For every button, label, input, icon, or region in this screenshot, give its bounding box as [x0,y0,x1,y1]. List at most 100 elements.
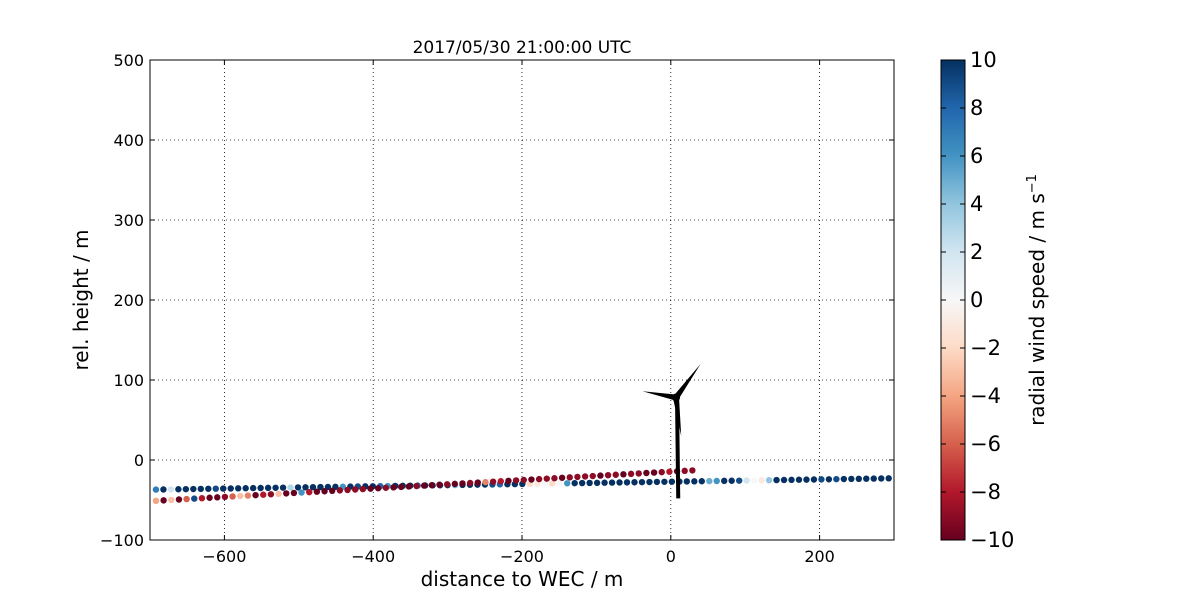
colorbar-tick-label: 6 [970,144,983,168]
data-point [593,479,601,487]
data-point [863,475,870,482]
data-point [855,475,863,483]
data-point [666,468,673,475]
data-point [205,485,212,492]
data-point [260,491,267,498]
colorbar-tick-label: −4 [970,384,1001,408]
data-point [459,480,466,487]
data-point [252,491,259,499]
data-point [290,489,298,497]
data-point [283,490,290,497]
data-point [212,485,219,492]
data-point [279,484,287,491]
data-point [635,470,642,477]
data-point [574,473,581,481]
data-point [298,489,305,496]
colorbar-tick-label: 10 [970,48,997,72]
data-point [175,496,183,503]
data-point [413,482,420,490]
data-point [658,468,665,476]
data-point [294,484,302,491]
data-point [227,485,234,492]
data-point [287,484,294,491]
data-point [563,480,571,487]
data-point [541,480,548,487]
data-point [197,485,205,493]
data-point [646,478,653,486]
data-point [689,467,696,474]
data-point [643,469,650,477]
data-point [623,479,631,486]
data-point [810,476,818,483]
data-point [825,476,833,483]
scatter-points [152,467,892,504]
data-point [220,485,227,492]
y-tick-label: 100 [113,371,144,390]
data-point [681,467,688,475]
data-point [721,477,728,485]
data-point [627,470,635,478]
data-point [167,486,175,493]
data-point [713,477,720,485]
colorbar-label: radial wind speed / m s−1 [1025,174,1049,426]
y-tick-label: 200 [113,291,144,310]
data-point [653,478,661,486]
data-point [878,475,885,482]
data-point [885,475,892,482]
data-point [818,476,825,483]
data-point [773,476,780,484]
data-point [367,485,374,492]
data-point [397,483,405,491]
data-point [474,479,482,486]
data-point [242,485,249,492]
data-point [336,487,344,494]
colorbar-tick-label: −6 [970,432,1001,456]
data-point [359,485,367,493]
data-point [638,478,646,486]
colorbar-tick-label: −10 [970,528,1014,552]
turbine-hub [672,393,681,402]
data-point [597,472,604,479]
data-point [405,483,413,490]
data-point [512,477,520,484]
colorbar-ticks: −10 −8 −6 −4 −2 0 2 4 6 8 10 [941,48,1014,552]
y-tick-label: −100 [100,531,144,550]
data-point [620,471,627,478]
data-point [706,477,713,485]
turbine-blade [673,397,682,436]
data-point [497,478,504,485]
data-point [556,480,563,487]
data-point [612,471,619,478]
data-point [601,479,608,486]
data-point [528,476,535,483]
data-point [235,485,242,492]
y-tick-label: 500 [113,51,144,70]
data-point [691,478,698,485]
data-point [616,479,623,486]
colorbar-tick-label: 0 [970,288,983,312]
data-point [788,476,795,484]
data-point [833,475,840,483]
data-point [604,471,612,479]
data-point [683,478,691,485]
data-point [237,492,244,500]
data-point [803,476,810,483]
data-point [390,484,397,491]
data-point [244,492,252,499]
turbine-blade [642,391,677,401]
data-point [795,476,803,483]
wind-turbine-icon [642,364,701,499]
data-point [589,472,596,480]
data-point [317,483,324,491]
data-point [650,469,658,476]
colorbar-tick-label: 8 [970,96,983,120]
y-tick-label: 300 [113,211,144,230]
colorbar-tick-label: −8 [970,480,1001,504]
data-point [735,477,743,484]
data-point [743,477,750,484]
data-point [382,484,390,491]
data-point [221,493,229,501]
data-point [765,476,773,484]
colorbar-tick-label: 2 [970,240,983,264]
